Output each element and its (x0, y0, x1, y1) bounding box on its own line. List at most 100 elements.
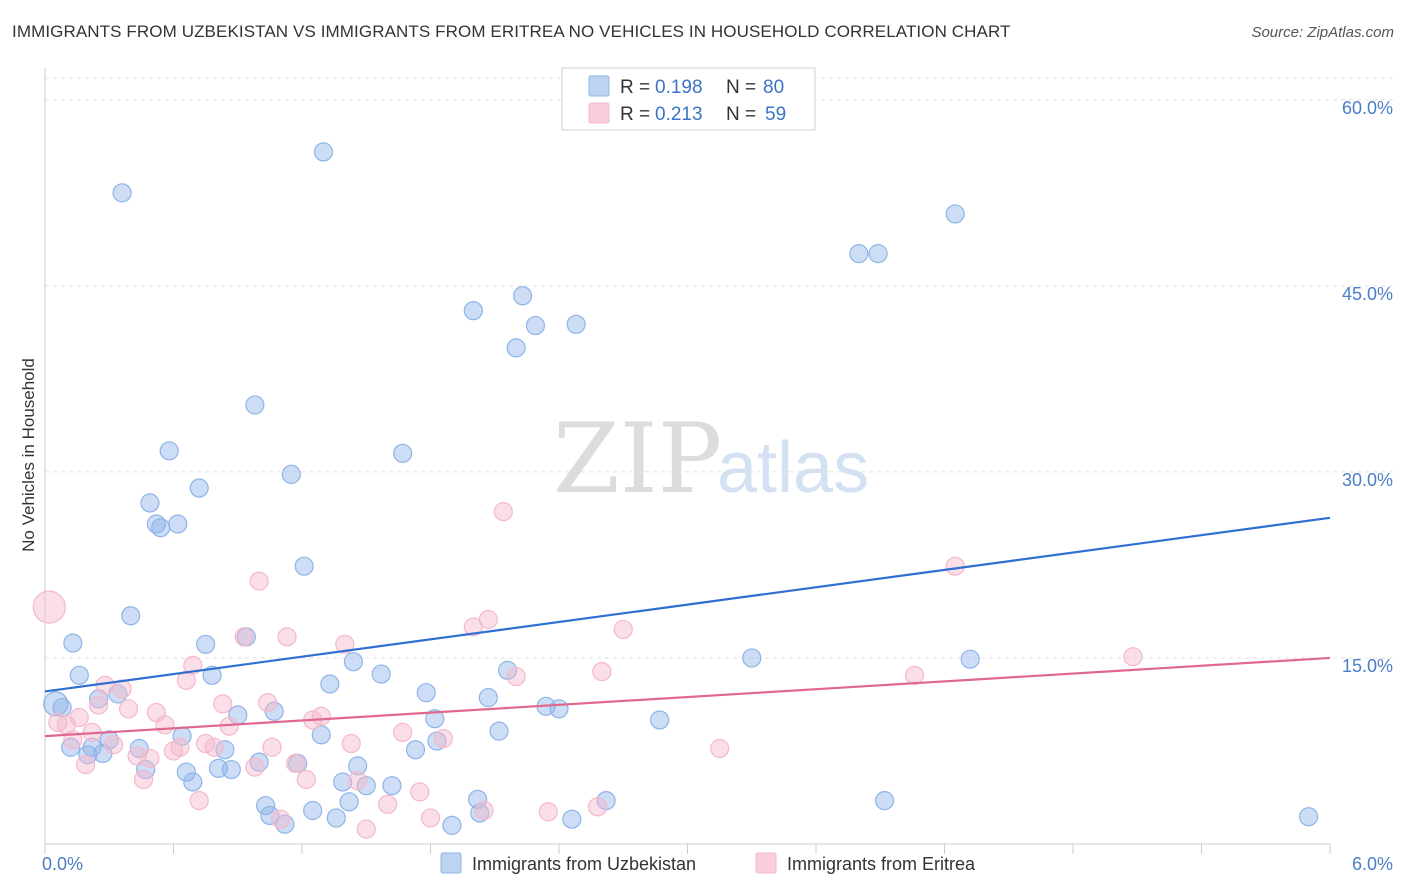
point-eritrea-58 (1123, 647, 1143, 667)
point-eritrea-31 (270, 809, 291, 829)
point-eritrea-34 (296, 769, 316, 790)
point-uzbekistan-42 (313, 142, 334, 162)
point-eritrea-48 (474, 800, 494, 821)
point-uzbekistan-77 (960, 649, 980, 669)
point-eritrea-57 (945, 556, 965, 576)
point-eritrea-5 (76, 755, 96, 775)
bottom-legend-swatch-eritrea (755, 852, 777, 874)
point-uzbekistan-64 (512, 286, 533, 306)
point-uzbekistan-43 (320, 674, 340, 694)
point-uzbekistan-79 (468, 789, 488, 809)
bottom-legend-label-eritrea: Immigrants from Eritrea (787, 854, 976, 874)
point-eritrea-30 (262, 737, 282, 757)
point-uzbekistan-40 (303, 800, 323, 821)
bottom-legend-label-uzbekistan: Immigrants from Uzbekistan (472, 854, 696, 874)
point-uzbekistan-4 (69, 665, 89, 685)
bottom-legend-swatch-uzbekistan (440, 852, 462, 874)
trend-line-eritrea (44, 656, 1331, 738)
y-axis-label: No Vehicles in Household (19, 358, 38, 552)
point-eritrea-4 (69, 707, 89, 728)
point-eritrea-47 (478, 609, 498, 630)
point-uzbekistan-69 (566, 314, 586, 334)
point-uzbekistan-28 (221, 759, 241, 780)
point-uzbekistan-24 (196, 634, 216, 654)
legend-n-value-uzbekistan: 80 (763, 77, 784, 98)
point-eritrea-14 (140, 748, 160, 769)
point-eritrea-36 (311, 706, 331, 726)
legend-swatch-eritrea (588, 102, 610, 124)
point-eritrea-38 (341, 733, 361, 754)
point-uzbekistan-48 (343, 652, 363, 672)
y-tick-label-2: 45.0% (1342, 284, 1393, 304)
point-uzbekistan-6 (82, 737, 102, 757)
point-eritrea-32 (277, 627, 297, 647)
legend: R = 0.198 N = 80 R = 0.213 N = 59 (561, 67, 816, 131)
point-uzbekistan-31 (245, 395, 265, 415)
point-eritrea-24 (213, 694, 233, 714)
point-eritrea-33 (285, 753, 306, 773)
point-uzbekistan-73 (849, 244, 869, 264)
x-tick-labels: 0.0% 6.0% (42, 854, 1393, 874)
point-uzbekistan-12 (121, 606, 141, 626)
point-uzbekistan-25 (202, 665, 222, 685)
point-uzbekistan-41 (311, 725, 331, 745)
legend-n-label-eritrea: N = (726, 104, 756, 125)
point-eritrea-18 (170, 737, 190, 757)
point-eritrea-29 (258, 693, 278, 713)
point-eritrea-52 (587, 797, 608, 817)
trend-lines (44, 516, 1331, 738)
point-eritrea-40 (356, 819, 376, 839)
y-tick-labels: 15.0% 30.0% 45.0% 60.0% (1342, 98, 1393, 676)
point-eritrea-9 (103, 735, 124, 755)
point-uzbekistan-22 (183, 772, 203, 792)
point-uzbekistan-33 (255, 795, 276, 816)
point-uzbekistan-61 (489, 721, 509, 741)
watermark: ZIP atlas (553, 403, 869, 515)
point-uzbekistan-47 (348, 756, 368, 776)
point-eritrea-23 (204, 737, 224, 757)
point-uzbekistan-76 (945, 204, 965, 224)
watermark-zip: ZIP (553, 403, 722, 515)
point-eritrea-42 (393, 722, 413, 742)
point-uzbekistan-39 (294, 556, 314, 576)
point-uzbekistan-60 (478, 688, 498, 708)
point-uzbekistan-18 (159, 441, 179, 461)
point-eritrea-37 (335, 634, 355, 654)
point-uzbekistan-19 (168, 514, 188, 534)
point-eritrea-26 (234, 627, 254, 647)
point-uzbekistan-67 (549, 699, 569, 719)
point-uzbekistan-63 (506, 338, 526, 358)
point-eritrea-50 (506, 666, 526, 687)
point-eritrea-27 (245, 757, 265, 777)
x-tick-label-1: 6.0% (1352, 854, 1393, 874)
point-uzbekistan-15 (140, 493, 160, 513)
point-uzbekistan-55 (425, 709, 445, 729)
point-uzbekistan-50 (371, 664, 391, 684)
point-eritrea-56 (904, 665, 925, 685)
point-uzbekistan-52 (393, 443, 413, 463)
point-uzbekistan-11 (112, 183, 132, 203)
point-eritrea-28 (249, 571, 269, 591)
point-uzbekistan-65 (525, 315, 546, 336)
point-uzbekistan-44 (326, 808, 346, 828)
point-uzbekistan-78 (1298, 807, 1319, 827)
trend-line-uzbekistan (44, 516, 1331, 693)
x-tick-label-0: 0.0% (42, 854, 83, 874)
point-uzbekistan-68 (562, 809, 582, 829)
point-eritrea-11 (118, 699, 139, 719)
point-uzbekistan-21 (176, 762, 196, 782)
point-eritrea-7 (88, 695, 109, 715)
chart-source: Source: ZipAtlas.com (1251, 24, 1394, 41)
point-eritrea-21 (189, 790, 209, 811)
point-uzbekistan-2 (61, 737, 81, 757)
point-eritrea-53 (592, 661, 612, 682)
point-uzbekistan-37 (281, 464, 301, 484)
y-tick-label-0: 15.0% (1342, 656, 1393, 676)
chart-title: IMMIGRANTS FROM UZBEKISTAN VS IMMIGRANTS… (12, 22, 1011, 41)
point-uzbekistan-72 (742, 648, 762, 668)
point-eritrea-45 (433, 728, 453, 749)
point-uzbekistan-34 (260, 805, 280, 826)
point-eritrea-43 (410, 782, 430, 802)
point-eritrea-13 (133, 769, 154, 790)
point-uzbekistan-45 (333, 772, 353, 792)
